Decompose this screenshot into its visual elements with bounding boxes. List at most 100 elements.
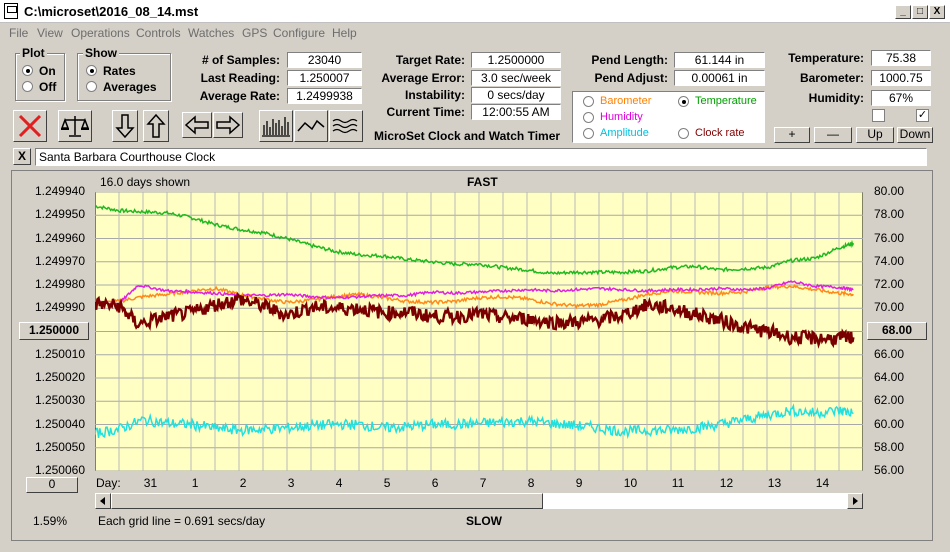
scroll-right-button[interactable]	[847, 493, 863, 509]
watch-name-field[interactable]: Santa Barbara Courthouse Clock	[35, 148, 927, 166]
minimize-button[interactable]: _	[895, 5, 911, 19]
balance-scale-icon	[60, 116, 90, 137]
day-axis-label: Day:	[96, 476, 121, 490]
scroll-track[interactable]	[543, 493, 847, 509]
title-bar: C:\microset\2016_08_14.mst _ □ X	[0, 0, 950, 23]
cancel-icon	[18, 114, 42, 138]
menu-watches[interactable]: Watches	[188, 26, 235, 40]
clear-watch-button[interactable]: X	[13, 148, 31, 165]
clock-rate-radio[interactable]	[678, 128, 689, 139]
chart-plot	[95, 192, 863, 471]
plot-off-radio[interactable]	[22, 81, 33, 92]
x-tick-label: 12	[719, 476, 734, 490]
show-group-title: Show	[83, 46, 119, 60]
barometer-radio[interactable]	[583, 96, 594, 107]
app-icon	[4, 3, 18, 19]
plot-on-radio[interactable]	[22, 65, 33, 76]
menu-view[interactable]: View	[37, 26, 63, 40]
x-tick-label: 1	[191, 476, 199, 490]
wave-graph-button[interactable]	[329, 110, 363, 142]
humidity-label: Humidity:	[808, 91, 864, 105]
chart-panel	[11, 170, 933, 541]
scale-minus-button[interactable]: —	[814, 127, 852, 143]
last-reading-value: 1.250007	[287, 70, 362, 86]
arrow-left-icon	[184, 115, 209, 135]
menu-configure[interactable]: Configure	[273, 26, 326, 40]
window-title: C:\microset\2016_08_14.mst	[24, 4, 199, 19]
instability-label: Instability:	[404, 88, 465, 102]
show-averages-radio[interactable]	[86, 81, 97, 92]
arrow-left-button[interactable]	[182, 112, 212, 138]
grid-note: Each grid line = 0.691 secs/day	[98, 514, 266, 528]
show-group	[77, 53, 171, 101]
cancel-button[interactable]	[13, 110, 47, 142]
arrow-up-icon	[146, 113, 166, 138]
scale-up-button[interactable]: Up	[856, 127, 894, 143]
option-checkbox-2[interactable]: ✓	[916, 109, 929, 122]
instability-value: 0 secs/day	[471, 87, 561, 103]
temperature-radio[interactable]	[678, 96, 689, 107]
series-humidity	[95, 280, 854, 306]
pend-length-label: Pend Length:	[591, 53, 668, 67]
option-checkbox-1[interactable]	[872, 109, 885, 122]
bar-graph-button[interactable]	[259, 110, 293, 142]
slow-label: SLOW	[466, 514, 502, 528]
triangle-left-icon	[100, 497, 105, 505]
x-tick-label: 14	[815, 476, 830, 490]
y-left-tick-label: 1.250060	[34, 463, 85, 477]
scroll-thumb[interactable]	[111, 493, 543, 509]
maximize-button[interactable]: □	[912, 5, 928, 19]
x-tick-label: 11	[671, 476, 685, 490]
y-left-tick-label: 1.250040	[34, 416, 85, 431]
arrow-down-button[interactable]	[112, 110, 138, 142]
series-clock-rate	[95, 291, 855, 349]
x-tick-label: 7	[479, 476, 487, 490]
arrow-right-button[interactable]	[213, 112, 243, 138]
y-right-tick-label: 80.00	[874, 184, 905, 198]
y-left-tick-label: 1.249950	[34, 207, 85, 222]
triangle-right-icon	[853, 497, 858, 505]
y-left-tick-label: 1.250030	[34, 393, 85, 408]
menu-help[interactable]: Help	[332, 26, 357, 40]
y-left-tick-label: 1.249940	[34, 184, 85, 198]
x-tick-label: 8	[527, 476, 535, 490]
x-tick-label: 31	[143, 476, 158, 490]
y-right-tick-label: 64.00	[874, 370, 905, 384]
baseline-button[interactable]: 1.250000	[19, 322, 89, 340]
humidity-radio[interactable]	[583, 112, 594, 123]
amplitude-radio[interactable]	[583, 128, 594, 139]
y-right-tick-label: 66.00	[874, 346, 905, 361]
horizontal-scrollbar[interactable]	[95, 493, 863, 509]
menu-gps[interactable]: GPS	[242, 26, 268, 40]
offset-button[interactable]: 0	[26, 477, 78, 493]
sensor-baseline-button[interactable]: 68.00	[867, 322, 927, 340]
balance-button[interactable]	[58, 110, 92, 142]
show-rates-radio[interactable]	[86, 65, 97, 76]
menu-controls[interactable]: Controls	[136, 26, 181, 40]
menu-operations[interactable]: Operations	[71, 26, 130, 40]
barometer-value: 1000.75	[871, 70, 931, 86]
average-rate-label: Average Rate:	[199, 89, 280, 103]
menu-bar: File View Operations Controls Watches GP…	[0, 23, 950, 43]
y-left-tick-label: 1.249970	[34, 253, 85, 268]
line-graph-button[interactable]	[294, 110, 328, 142]
barometer-label: Barometer:	[799, 71, 864, 85]
clock-rate-option-label: Clock rate	[695, 127, 745, 139]
scale-down-button[interactable]: Down	[897, 127, 933, 143]
x-tick-label: 10	[623, 476, 638, 490]
samples-label: # of Samples:	[201, 53, 280, 67]
pend-length-value: 61.144 in	[674, 52, 765, 68]
x-tick-label: 13	[767, 476, 782, 490]
current-time-label: Current Time:	[386, 105, 465, 119]
arrow-right-icon	[216, 115, 241, 135]
close-button[interactable]: X	[929, 5, 945, 19]
y-right-tick-label: 78.00	[874, 207, 905, 222]
menu-file[interactable]: File	[9, 26, 29, 40]
pend-adjust-label: Pend Adjust:	[594, 71, 668, 85]
scale-plus-button[interactable]: +	[774, 127, 810, 143]
y-right-tick-label: 62.00	[874, 393, 905, 408]
average-rate-value: 1.2499938	[287, 88, 362, 104]
target-rate-label: Target Rate:	[395, 53, 465, 67]
arrow-up-button[interactable]	[143, 110, 169, 142]
scroll-left-button[interactable]	[95, 493, 111, 509]
